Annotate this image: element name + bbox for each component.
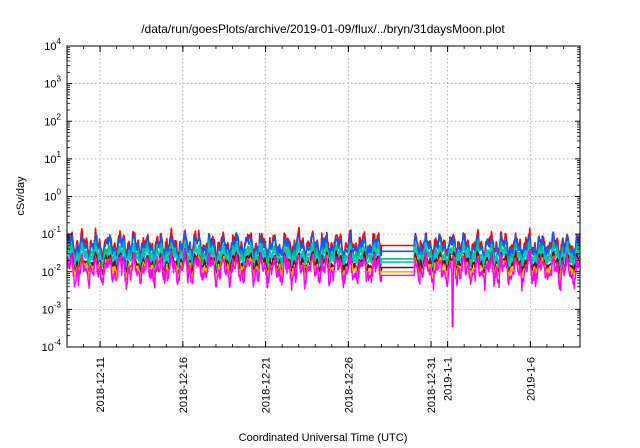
- y-tick-label: 101: [44, 150, 61, 166]
- x-tick-label: 2019-1-6: [525, 357, 537, 401]
- y-ticks: 104 103 102 101 100 10-1 10-2 10-3 10-4: [42, 37, 580, 354]
- series-line: [66, 247, 581, 279]
- x-axis-label: Coordinated Universal Time (UTC): [239, 432, 408, 444]
- x-ticks: 2018-12-11 2018-12-16 2018-12-21 2018-12-26…: [66, 46, 581, 413]
- y-tick-label: 10-1: [42, 225, 62, 241]
- x-tick-label: 2018-12-16: [178, 357, 190, 413]
- x-tick-label: 2018-12-26: [343, 357, 355, 413]
- series-line: [66, 231, 581, 264]
- y-axis-label: cSv/day: [15, 176, 27, 216]
- y-tick-label: 100: [44, 188, 61, 204]
- chart-title: /data/run/goesPlots/archive/2019-01-09/f…: [141, 22, 505, 36]
- x-tick-label: 2018-12-11: [95, 357, 107, 412]
- y-tick-label: 10-4: [42, 338, 62, 354]
- series-line: [66, 247, 581, 328]
- y-tick-label: 102: [44, 112, 61, 128]
- y-tick-label: 104: [44, 37, 61, 53]
- series-lines: [66, 226, 581, 328]
- y-tick-label: 10-2: [42, 263, 62, 279]
- x-tick-label: 2018-12-21: [261, 357, 273, 413]
- y-tick-label: 103: [44, 75, 61, 91]
- x-tick-label: 2019-1-1: [443, 357, 455, 401]
- y-tick-label: 10-3: [42, 300, 62, 316]
- grid: [67, 46, 580, 347]
- x-tick-label: 2018-12-31: [426, 357, 438, 413]
